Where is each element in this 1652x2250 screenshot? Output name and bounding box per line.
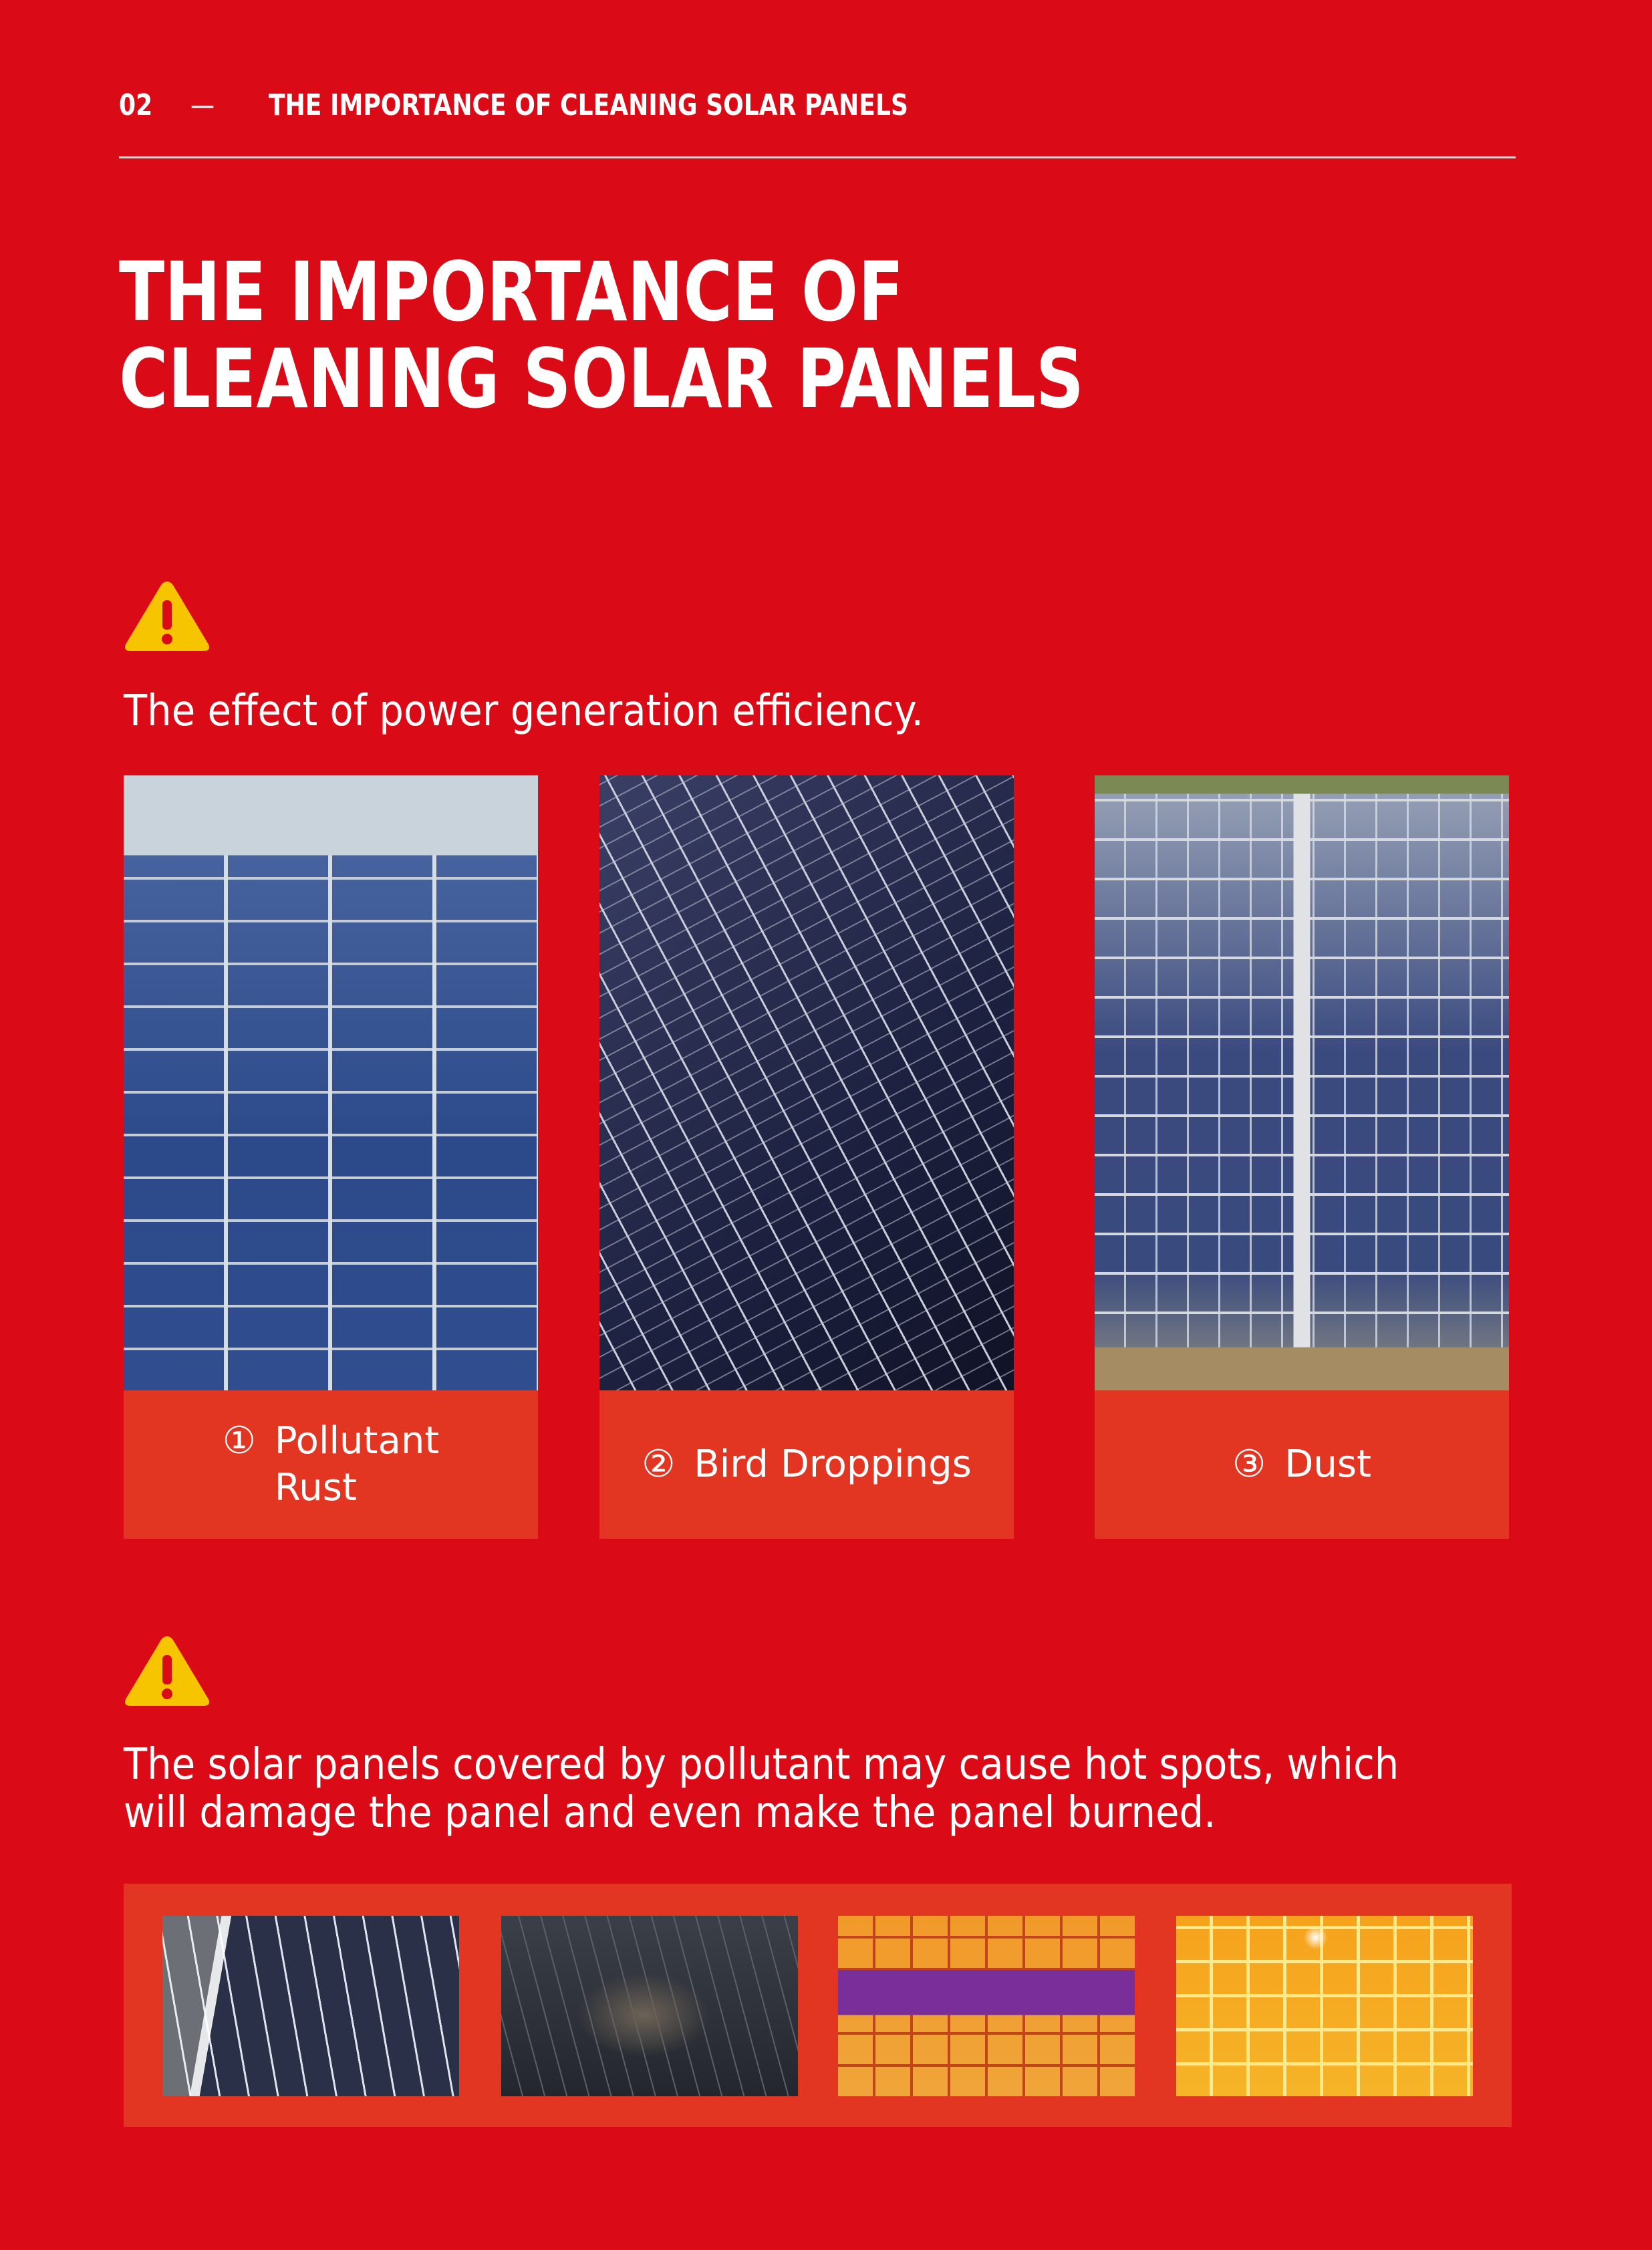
label-pollutant-rust: ① Pollutant Rust bbox=[124, 1390, 538, 1539]
label-line: Rust bbox=[274, 1466, 357, 1509]
header-rule bbox=[119, 156, 1516, 158]
efficiency-text: The effect of power generation efficienc… bbox=[124, 686, 924, 736]
thermal-image-1 bbox=[838, 1916, 1135, 2096]
page-title: THE IMPORTANCE OF CLEANING SOLAR PANELS bbox=[119, 249, 1084, 422]
number-badge: ② bbox=[642, 1443, 676, 1486]
hot-spots-text-line1: The solar panels covered by pollutant ma… bbox=[124, 1740, 1399, 1789]
label-line: Dust bbox=[1284, 1443, 1371, 1486]
stained-panel-photo bbox=[501, 1916, 798, 2096]
label-line: Pollutant bbox=[274, 1419, 440, 1463]
burned-panel-photo bbox=[162, 1916, 459, 2096]
header-separator: — bbox=[190, 88, 215, 122]
bird-droppings-photo bbox=[599, 775, 1014, 1390]
header-section-title: THE IMPORTANCE OF CLEANING SOLAR PANELS bbox=[269, 88, 908, 122]
hot-spots-text-line2: will damage the panel and even make the … bbox=[124, 1788, 1216, 1838]
warning-icon bbox=[125, 582, 209, 651]
label-bird-droppings: ② Bird Droppings bbox=[599, 1390, 1014, 1539]
number-badge: ③ bbox=[1232, 1443, 1266, 1486]
dust-photo bbox=[1095, 775, 1509, 1390]
number-badge: ① bbox=[222, 1419, 256, 1463]
label-dust: ③ Dust bbox=[1095, 1390, 1509, 1539]
label-line: Bird Droppings bbox=[694, 1443, 972, 1486]
page-number: 02 bbox=[119, 88, 153, 122]
thermal-image-2 bbox=[1176, 1916, 1473, 2096]
page-title-line1: THE IMPORTANCE OF bbox=[119, 245, 904, 340]
pollutant-rust-photo bbox=[124, 775, 538, 1390]
warning-icon bbox=[125, 1636, 209, 1706]
page-title-line2: CLEANING SOLAR PANELS bbox=[119, 332, 1085, 426]
hot-spots-text: The solar panels covered by pollutant ma… bbox=[124, 1741, 1399, 1837]
